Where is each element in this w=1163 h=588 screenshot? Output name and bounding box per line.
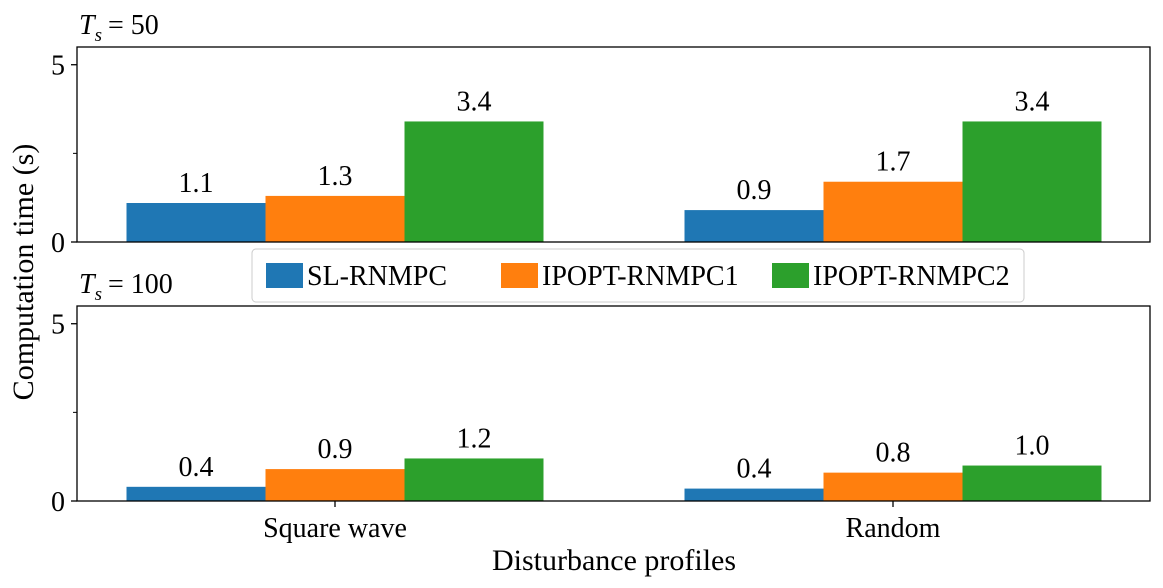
bar-ipopt-rnmpc2-random <box>962 465 1102 501</box>
bar-ipopt-rnmpc1-random <box>823 472 963 501</box>
panel-1: Ts = 50 1.1 0.9 1.3 1.7 3.4 3.4 0 5 <box>51 10 1151 259</box>
legend-swatch <box>501 263 538 288</box>
x-tick-label: Random <box>846 513 941 544</box>
x-axis-label: Disturbance profiles <box>492 544 736 577</box>
y-tick-label: 0 <box>51 228 65 259</box>
title-rest: = 100 <box>108 269 173 300</box>
legend-swatch <box>772 263 809 288</box>
data-label: 0.9 <box>737 175 772 206</box>
panel-1-frame <box>76 46 1151 243</box>
data-label: 3.4 <box>457 86 492 117</box>
data-label: 3.4 <box>1015 86 1050 117</box>
bar-sl-rnmpc-square-wave <box>126 203 266 242</box>
legend: SL-RNMPC IPOPT-RNMPC1 IPOPT-RNMPC2 <box>251 248 1025 303</box>
legend-swatch <box>266 263 303 288</box>
bar-sl-rnmpc-random <box>684 210 824 242</box>
data-label: 0.4 <box>179 452 214 483</box>
title-rest: = 50 <box>108 10 159 41</box>
legend-label: SL-RNMPC <box>307 261 447 292</box>
panel-2: Ts = 100 0.4 0.4 0.9 0.8 1.2 1.0 0 5 Square wave Ra… <box>51 269 1151 544</box>
panel-2-title: Ts = 100 <box>79 269 173 305</box>
bar-ipopt-rnmpc2-square-wave <box>404 458 544 501</box>
data-label: 1.2 <box>457 423 492 454</box>
bar-ipopt-rnmpc2-square-wave <box>404 121 544 242</box>
data-label: 0.9 <box>318 434 353 465</box>
panel-1-title: Ts = 50 <box>79 10 159 46</box>
legend-box <box>251 248 1025 303</box>
bar-ipopt-rnmpc1-square-wave <box>265 195 405 242</box>
bar-ipopt-rnmpc2-random <box>962 121 1102 242</box>
title-subscript: s <box>95 284 102 305</box>
y-axis-label: Computation time (s) <box>7 144 40 401</box>
panel-2-frame <box>76 305 1151 502</box>
bar-sl-rnmpc-square-wave <box>126 486 266 501</box>
y-tick-label: 5 <box>51 310 65 341</box>
data-label: 0.8 <box>876 438 911 469</box>
bar-sl-rnmpc-random <box>684 488 824 501</box>
x-tick-label: Square wave <box>263 513 407 544</box>
title-symbol: T <box>79 269 97 300</box>
title-subscript: s <box>95 25 102 46</box>
bar-ipopt-rnmpc1-square-wave <box>265 469 405 501</box>
data-label: 1.0 <box>1015 431 1050 462</box>
data-label: 1.1 <box>179 168 214 199</box>
data-label: 1.7 <box>876 147 911 178</box>
legend-label: IPOPT-RNMPC2 <box>813 261 1010 292</box>
data-label: 1.3 <box>318 161 353 192</box>
legend-label: IPOPT-RNMPC1 <box>542 261 739 292</box>
bar-ipopt-rnmpc1-random <box>823 181 963 242</box>
title-symbol: T <box>79 10 97 41</box>
y-tick-label: 0 <box>51 487 65 518</box>
data-label: 0.4 <box>737 454 772 485</box>
y-tick-label: 5 <box>51 51 65 82</box>
